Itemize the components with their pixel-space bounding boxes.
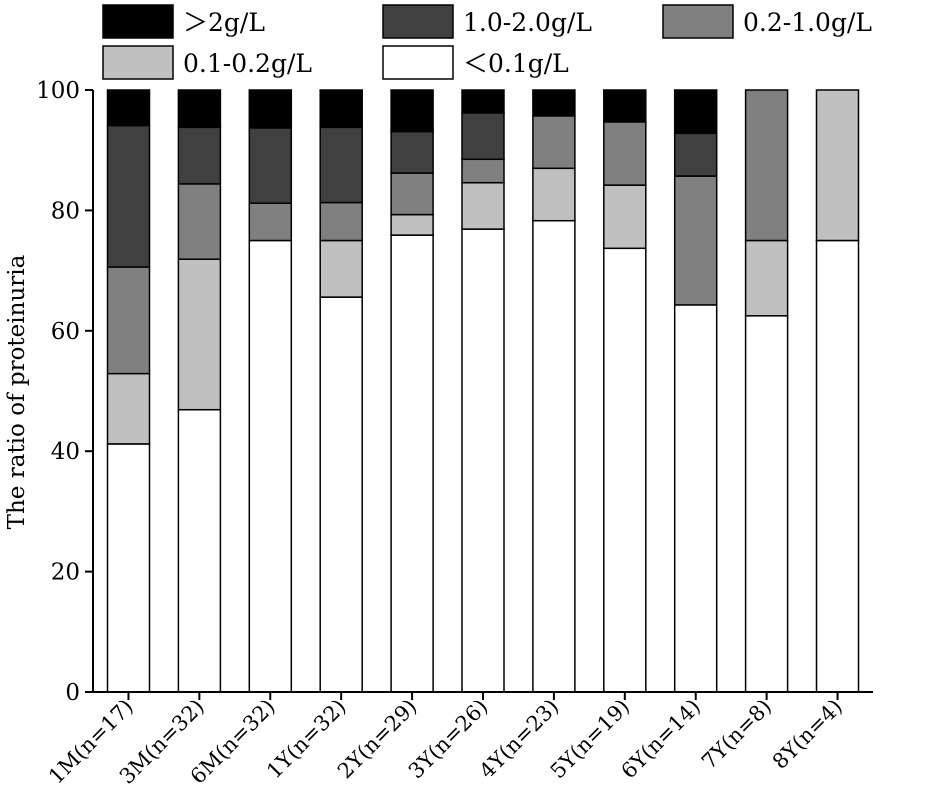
legend-swatch: [102, 45, 174, 80]
bar-segment: [461, 89, 505, 114]
legend-swatch: [102, 4, 174, 39]
bar-segment: [461, 181, 505, 230]
legend-swatch: [662, 4, 734, 39]
legend-label: 0.2-1.0g/L: [743, 8, 872, 37]
bar-segment: [319, 201, 363, 242]
bar-segment: [815, 239, 860, 693]
bars-area: [106, 89, 860, 693]
bar-segment: [390, 234, 434, 693]
bar-segment: [177, 258, 222, 411]
bar-segment: [248, 202, 293, 242]
bar-segment: [319, 89, 363, 129]
bar-segment: [673, 175, 718, 306]
bar-segment: [532, 167, 576, 222]
bar-segment: [673, 304, 718, 693]
y-tick-label: 100: [36, 78, 80, 104]
bar-segment: [177, 183, 222, 260]
bar-segment: [461, 112, 505, 161]
legend-label: 0.1-0.2g/L: [183, 49, 312, 78]
bar-segment: [177, 89, 222, 129]
bar-segment: [177, 408, 222, 693]
y-tick-label: 40: [51, 439, 80, 465]
legend: ＞2g/L 1.0-2.0g/L 0.2-1.0g/L 0.1-0.2g/L ＜0.1g…: [102, 4, 872, 80]
bar-segment: [106, 89, 151, 127]
legend-label: ＞2g/L: [183, 8, 265, 37]
bar-segment: [603, 184, 647, 250]
bar-segment: [106, 124, 151, 268]
bar-segment: [390, 89, 434, 133]
bar-segment: [744, 89, 789, 242]
legend-label: 1.0-2.0g/L: [463, 8, 592, 37]
bar-segment: [744, 315, 789, 693]
bar-segment: [532, 115, 576, 170]
bar-segment: [390, 213, 434, 236]
legend-swatch: [382, 45, 454, 80]
bar-segment: [248, 89, 293, 129]
y-axis-title: The ratio of proteinuria: [4, 254, 30, 529]
bar-segment: [603, 89, 647, 123]
bar-segment: [177, 126, 222, 185]
bar-segment: [603, 247, 647, 693]
bar-segment: [106, 372, 151, 445]
bar-segment: [461, 228, 505, 693]
bar-segment: [390, 172, 434, 216]
legend-label: ＜0.1g/L: [463, 49, 569, 78]
x-tick-label: 8Y(n=4): [768, 695, 847, 774]
bar-segment: [603, 121, 647, 186]
bar-segment: [319, 239, 363, 298]
bar-segment: [815, 89, 860, 242]
bar-segment: [673, 132, 718, 177]
bar-segment: [106, 266, 151, 375]
bar-segment: [106, 443, 151, 693]
bar-segment: [319, 126, 363, 204]
y-tick-label: 20: [51, 560, 80, 586]
bar-segment: [319, 296, 363, 693]
bar-segment: [673, 89, 718, 135]
bar-segment: [532, 89, 576, 117]
bar-segment: [248, 127, 293, 204]
y-tick-label: 60: [51, 319, 80, 345]
bar-segment: [532, 219, 576, 693]
bar-segment: [461, 158, 505, 184]
bar-segment: [744, 239, 789, 317]
legend-swatch: [382, 4, 454, 39]
y-tick-label: 0: [65, 680, 80, 706]
y-tick-label: 80: [51, 198, 80, 224]
bar-segment: [390, 130, 434, 174]
bar-segment: [248, 239, 293, 693]
x-tick-label: 7Y(n=8): [697, 695, 776, 774]
